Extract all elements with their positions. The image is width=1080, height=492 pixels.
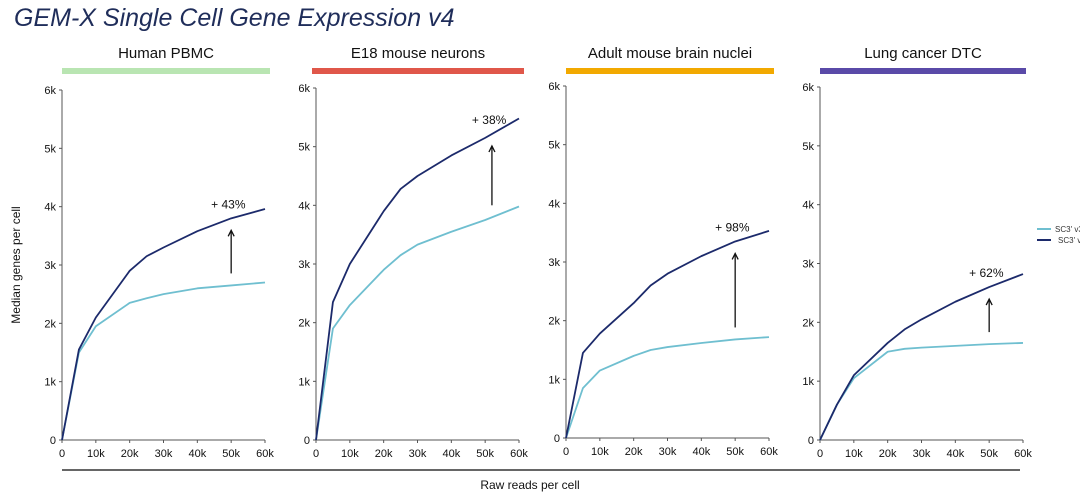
y-tick-label: 1k — [802, 376, 814, 388]
y-tick-label: 2k — [44, 318, 56, 330]
y-tick-label: 5k — [548, 140, 560, 152]
panel-title: Human PBMC — [118, 45, 214, 62]
y-tick-label: 4k — [298, 200, 310, 212]
x-tick-label: 10k — [845, 448, 863, 460]
panel-title: Lung cancer DTC — [864, 45, 982, 62]
y-tick-label: 1k — [298, 376, 310, 388]
annotation-label: + 98% — [715, 220, 750, 234]
y-tick-label: 2k — [298, 318, 310, 330]
annotation-label: + 62% — [969, 266, 1004, 280]
y-tick-label: 3k — [802, 259, 814, 271]
y-tick-label: 0 — [554, 433, 560, 445]
x-tick-label: 30k — [409, 448, 427, 460]
series-line-v3 — [315, 205, 520, 441]
panel-color-bar — [62, 68, 270, 74]
series-line-v4 — [61, 208, 266, 441]
arrow-head-icon — [731, 252, 739, 260]
x-tick-label: 50k — [476, 448, 494, 460]
series-line-v4 — [565, 230, 770, 439]
arrow-head-icon — [227, 228, 235, 237]
x-axis-label: Raw reads per cell — [480, 478, 579, 492]
y-tick-label: 2k — [548, 316, 560, 328]
x-tick-label: 0 — [563, 446, 569, 458]
panel-color-bar — [820, 68, 1026, 74]
y-tick-label: 3k — [548, 257, 560, 269]
x-tick-label: 40k — [692, 446, 710, 458]
x-tick-label: 20k — [625, 446, 643, 458]
x-tick-label: 40k — [442, 448, 460, 460]
x-tick-label: 50k — [726, 446, 744, 458]
x-tick-label: 30k — [659, 446, 677, 458]
y-tick-label: 6k — [44, 85, 56, 97]
x-tick-label: 30k — [913, 448, 931, 460]
panel-1: E18 mouse neurons 0 1k 2k 3k 4k 5k 6k 0 10k 20k 30k… — [298, 45, 528, 460]
panel-3: Lung cancer DTC 0 1k 2k 3k 4k 5k 6k 0 10k 20k 30k 40… — [802, 45, 1032, 460]
y-tick-label: 1k — [548, 374, 560, 386]
x-tick-label: 20k — [121, 448, 139, 460]
arrow-head-icon — [488, 144, 496, 153]
series-line-v3 — [819, 342, 1024, 441]
annotation-label: + 38% — [472, 113, 507, 127]
panel-2: Adult mouse brain nuclei 0 1k 2k 3k 4k 5k 6k 0 10… — [548, 45, 778, 458]
panel-title: Adult mouse brain nuclei — [588, 45, 752, 62]
y-tick-label: 0 — [304, 435, 310, 447]
x-tick-label: 20k — [879, 448, 897, 460]
panel-0: Human PBMC 0 1k 2k 3k 4k 5k 6k 0 10k 20k 30k 40k 50k 6… — [44, 45, 274, 460]
x-tick-label: 10k — [341, 448, 359, 460]
y-tick-label: 4k — [802, 200, 814, 212]
y-tick-label: 1k — [44, 377, 56, 389]
y-tick-label: 4k — [548, 198, 560, 210]
panel-color-bar — [566, 68, 774, 74]
legend-label-v4: SC3' v — [1058, 236, 1080, 245]
y-tick-label: 5k — [802, 141, 814, 153]
x-tick-label: 10k — [87, 448, 105, 460]
x-tick-label: 60k — [510, 448, 528, 460]
series-line-v3 — [61, 281, 266, 441]
x-tick-label: 0 — [817, 448, 823, 460]
x-tick-label: 60k — [1014, 448, 1032, 460]
page-title: GEM-X Single Cell Gene Expression v4 — [14, 4, 455, 32]
series-line-v4 — [819, 273, 1024, 441]
annotation-label: + 43% — [211, 197, 246, 211]
y-axis-label: Median genes per cell — [9, 206, 23, 323]
y-tick-label: 6k — [298, 83, 310, 95]
y-tick-label: 5k — [298, 142, 310, 154]
x-tick-label: 50k — [222, 448, 240, 460]
x-tick-label: 60k — [760, 446, 778, 458]
x-tick-label: 40k — [946, 448, 964, 460]
y-tick-label: 0 — [808, 435, 814, 447]
x-tick-label: 0 — [59, 448, 65, 460]
y-tick-label: 2k — [802, 317, 814, 329]
y-tick-label: 6k — [802, 82, 814, 94]
x-tick-label: 60k — [256, 448, 274, 460]
arrow-head-icon — [985, 297, 993, 306]
y-tick-label: 6k — [548, 81, 560, 93]
panel-title: E18 mouse neurons — [351, 45, 485, 62]
y-tick-label: 3k — [44, 260, 56, 272]
y-tick-label: 5k — [44, 143, 56, 155]
legend: SC3' v3 SC3' v — [1037, 225, 1080, 245]
panel-color-bar — [312, 68, 524, 74]
y-tick-label: 4k — [44, 202, 56, 214]
x-tick-label: 40k — [188, 448, 206, 460]
legend-label-v3: SC3' v3 — [1055, 225, 1080, 234]
x-tick-label: 0 — [313, 448, 319, 460]
x-tick-label: 50k — [980, 448, 998, 460]
series-line-v4 — [315, 117, 520, 441]
x-tick-label: 30k — [155, 448, 173, 460]
y-tick-label: 3k — [298, 259, 310, 271]
series-line-v3 — [565, 336, 770, 439]
x-tick-label: 10k — [591, 446, 609, 458]
y-tick-label: 0 — [50, 435, 56, 447]
x-tick-label: 20k — [375, 448, 393, 460]
